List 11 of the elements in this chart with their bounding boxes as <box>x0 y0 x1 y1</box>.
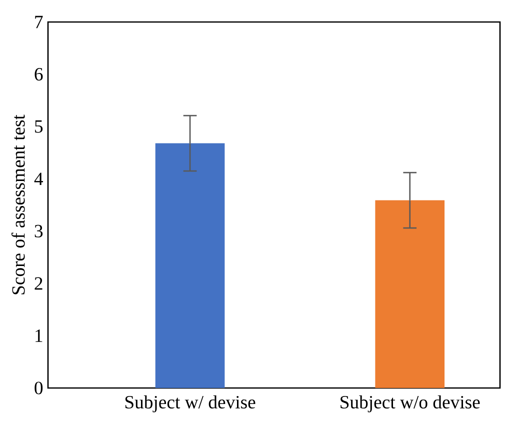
y-tick-label: 5 <box>35 120 43 133</box>
y-tick-label: 6 <box>34 68 43 81</box>
y-tick-label: 7 <box>35 16 43 28</box>
y-axis-title: Score of assessment test <box>11 114 25 294</box>
y-tick-label: 4 <box>34 172 44 185</box>
y-tick-label: 0 <box>34 382 43 394</box>
y-tick-label: 2 <box>34 277 42 290</box>
x-tick-label: Subject w/o devise <box>340 395 480 412</box>
y-tick-label: 3 <box>34 224 43 238</box>
y-tick-label: 1 <box>36 330 42 342</box>
x-tick-label: Subject w/ devise <box>125 395 256 412</box>
